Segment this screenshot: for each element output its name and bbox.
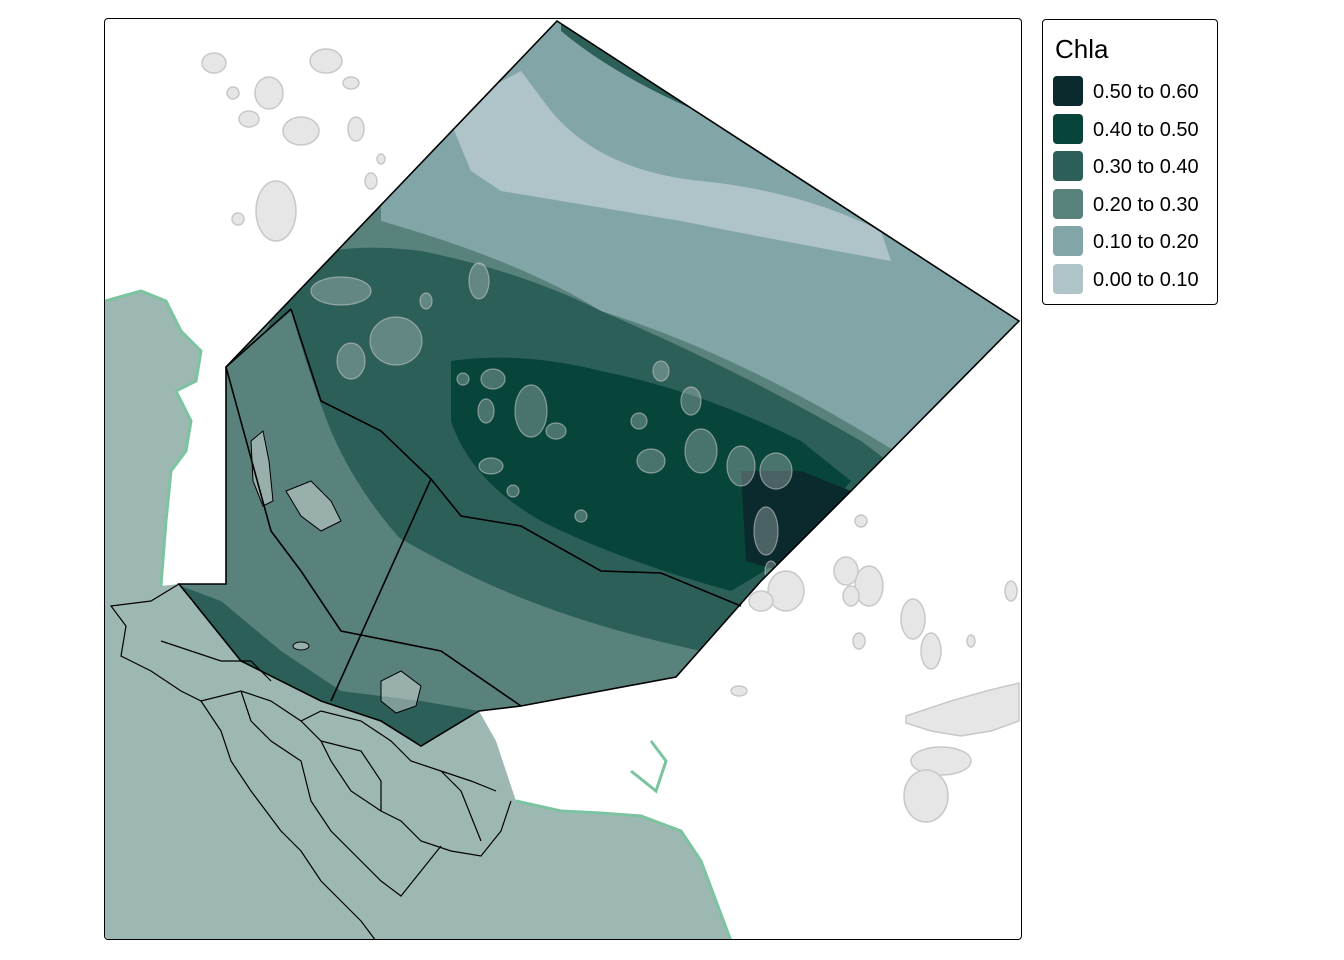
legend-swatch: [1053, 114, 1083, 144]
legend-row-010-020: 0.10 to 0.20: [1053, 226, 1213, 258]
inner-islands: [310, 262, 793, 582]
chla-band-000-010: [446, 71, 891, 261]
legend-label: 0.50 to 0.60: [1093, 81, 1199, 103]
legend-row-020-030: 0.20 to 0.30: [1053, 189, 1213, 221]
coastline: [105, 289, 732, 939]
map-panel[interactable]: [104, 18, 1022, 940]
chla-band-020-030-sw: [179, 311, 676, 706]
legend-row-000-010: 0.00 to 0.10: [1053, 264, 1213, 296]
legend-label: 0.20 to 0.30: [1093, 194, 1199, 216]
west-islands: [250, 430, 422, 714]
legend: Chla 0.50 to 0.60 0.40 to 0.50 0.30 to 0…: [1042, 19, 1218, 305]
legend-row-030-040: 0.30 to 0.40: [1053, 151, 1213, 183]
legend-label: 0.10 to 0.20: [1093, 231, 1199, 253]
spit: [630, 740, 668, 794]
legend-title: Chla: [1055, 34, 1109, 64]
chla-band-050-060: [741, 471, 851, 571]
legend-row-050-060: 0.50 to 0.60: [1053, 76, 1213, 108]
legend-label: 0.40 to 0.50: [1093, 119, 1199, 141]
management-boundaries: [177, 19, 1021, 747]
outer-islands: [201, 48, 1020, 823]
legend-swatch: [1053, 226, 1083, 256]
admin-boundaries: [109, 583, 512, 939]
legend-label: 0.30 to 0.40: [1093, 156, 1199, 178]
legend-swatch: [1053, 189, 1083, 219]
legend-label: 0.00 to 0.10: [1093, 269, 1199, 291]
legend-swatch: [1053, 151, 1083, 181]
mainland: [105, 291, 731, 939]
map-canvas[interactable]: [105, 19, 1022, 940]
legend-row-040-050: 0.40 to 0.50: [1053, 114, 1213, 146]
legend-swatch: [1053, 264, 1083, 294]
legend-swatch: [1053, 76, 1083, 106]
